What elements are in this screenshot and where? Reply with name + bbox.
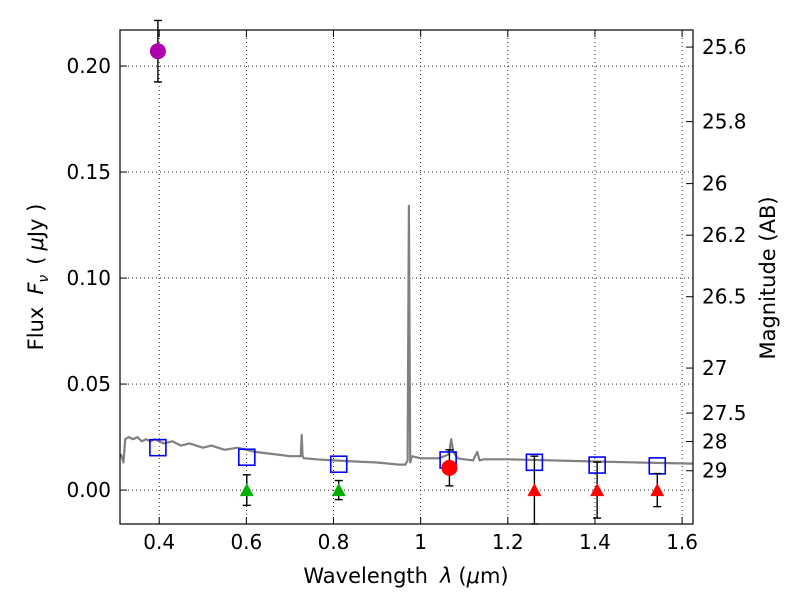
axes: 0.4 0.6 0.8 1 1.2 1.4 1.6 0.00 0.05 0.10 0.15 0.20 2… bbox=[66, 30, 747, 554]
x-tick-label: 0.4 bbox=[143, 530, 175, 554]
magnitude-tick-label: 25.8 bbox=[702, 110, 747, 134]
model-photometry-square bbox=[329, 455, 348, 474]
upper-limit-marker bbox=[527, 483, 542, 497]
x-tick-label: 1.4 bbox=[579, 530, 611, 554]
observed-flux-point bbox=[149, 43, 166, 60]
y-tick-label: 0.20 bbox=[66, 54, 111, 78]
plot-frame bbox=[119, 29, 694, 525]
x-tick-label: 0.8 bbox=[318, 530, 350, 554]
model-photometry-square bbox=[149, 438, 167, 457]
magnitude-tick-label: 25.6 bbox=[702, 35, 747, 59]
magnitude-axis-label: Magnitude (AB) bbox=[756, 196, 780, 359]
x-tick-label: 0.6 bbox=[230, 530, 262, 554]
grid-lines bbox=[120, 30, 693, 524]
upper-limit-marker bbox=[331, 483, 346, 497]
magnitude-tick-label: 29 bbox=[702, 459, 727, 483]
magnitude-tick-label: 28 bbox=[702, 430, 727, 454]
observed-flux-point bbox=[441, 459, 458, 476]
x-tick-label: 1 bbox=[414, 530, 427, 554]
y-tick-label: 0.05 bbox=[66, 372, 111, 396]
upper-limit-marker bbox=[590, 483, 605, 497]
x-tick-label: 1.2 bbox=[492, 530, 524, 554]
upper-limit-marker bbox=[239, 483, 254, 497]
model-spectrum-line bbox=[120, 204, 693, 466]
y-tick-label: 0.10 bbox=[66, 266, 111, 290]
upper-limit-marker bbox=[650, 483, 665, 497]
y-tick-label: 0.15 bbox=[66, 160, 111, 184]
y-tick-label: 0.00 bbox=[66, 478, 111, 502]
magnitude-tick-label: 26.2 bbox=[702, 223, 747, 247]
model-photometry-square bbox=[648, 457, 667, 475]
y-axis-label: FluxFν(μJy ) bbox=[24, 204, 52, 351]
magnitude-tick-label: 26.5 bbox=[702, 285, 747, 309]
x-axis-label: Wavelength λ (μm) bbox=[303, 564, 508, 588]
magnitude-tick-label: 26 bbox=[702, 172, 727, 196]
x-tick-label: 1.6 bbox=[666, 530, 698, 554]
model-photometry-square bbox=[238, 448, 256, 467]
magnitude-tick-label: 27 bbox=[702, 356, 727, 380]
magnitude-tick-label: 27.5 bbox=[702, 401, 747, 425]
data-series bbox=[120, 19, 693, 525]
